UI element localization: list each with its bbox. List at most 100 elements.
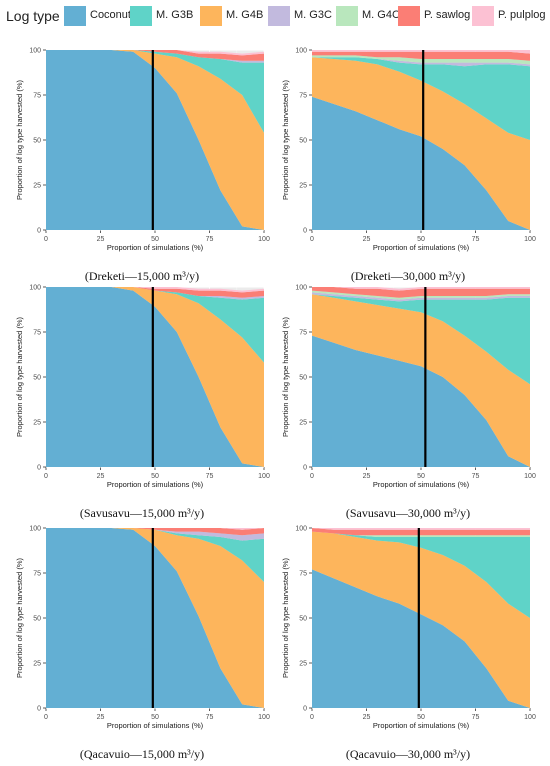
x-tick-label: 50	[417, 236, 425, 243]
x-axis-title: Proportion of simulations (%)	[107, 721, 204, 730]
x-tick-label: 25	[363, 473, 371, 480]
area-coconut	[312, 569, 530, 708]
y-tick-label: 100	[29, 285, 41, 292]
y-tick-label: 50	[33, 616, 41, 623]
y-tick-label: 25	[33, 183, 41, 190]
x-tick-label: 25	[363, 714, 371, 721]
panel-caption: (Dreketi—15,000 m³/y)	[84, 269, 200, 283]
y-tick-label: 0	[37, 228, 41, 235]
x-axis-title: Proportion of simulations (%)	[373, 480, 470, 489]
y-tick-label: 25	[33, 661, 41, 668]
area-p-pulplog	[46, 287, 264, 293]
y-tick-label: 75	[33, 93, 41, 100]
area-m-g4b	[312, 531, 530, 708]
y-tick-label: 75	[299, 93, 307, 100]
panel-caption: (Qacavuio—15,000 m³/y)	[79, 747, 205, 761]
y-axis-title: Proportion of log type harvested (%)	[15, 557, 24, 678]
x-tick-label: 0	[44, 714, 48, 721]
x-axis-title: Proportion of simulations (%)	[373, 721, 470, 730]
x-tick-label: 75	[206, 236, 214, 243]
y-tick-label: 0	[37, 706, 41, 713]
y-tick-label: 25	[33, 420, 41, 427]
y-axis-title: Proportion of log type harvested (%)	[15, 79, 24, 200]
panel-caption: (Qacavuio—30,000 m³/y)	[345, 747, 471, 761]
chart-panel-dreketi-30000: 0 25 50 75 100 0 25 50 75 100 Proportion of simula…	[278, 44, 538, 284]
y-tick-label: 100	[295, 48, 307, 55]
y-tick-label: 0	[303, 706, 307, 713]
chart-svg: 0 25 50 75 100 0 25 50 75 100 Proportion of simula…	[281, 48, 536, 253]
legend-key	[130, 6, 152, 26]
area-m-g4b	[312, 57, 530, 231]
y-tick-label: 100	[29, 48, 41, 55]
area-m-g4c	[312, 531, 530, 537]
legend-key	[64, 6, 86, 26]
area-m-g4b	[46, 287, 264, 467]
y-tick-label: 100	[29, 526, 41, 533]
y-tick-label: 50	[299, 375, 307, 382]
y-tick-label: 50	[299, 616, 307, 623]
area-m-g3b	[312, 531, 530, 618]
y-tick-label: 75	[299, 571, 307, 578]
x-tick-label: 25	[97, 473, 105, 480]
x-axis-title: Proportion of simulations (%)	[373, 243, 470, 252]
x-axis-title: Proportion of simulations (%)	[107, 243, 204, 252]
area-m-g4b	[46, 528, 264, 708]
y-tick-label: 0	[303, 228, 307, 235]
x-tick-label: 50	[151, 714, 159, 721]
y-axis-title: Proportion of log type harvested (%)	[281, 557, 290, 678]
area-p-pulplog	[312, 50, 530, 54]
y-tick-label: 0	[303, 465, 307, 472]
y-tick-label: 25	[299, 420, 307, 427]
area-m-g3b	[312, 294, 530, 385]
legend-label: P. sawlog	[424, 9, 471, 21]
area-m-g3b	[46, 50, 264, 133]
y-tick-label: 75	[299, 330, 307, 337]
legend-label: M. G3B	[156, 9, 194, 21]
y-tick-label: 75	[33, 571, 41, 578]
area-p-pulplog	[46, 528, 264, 530]
x-tick-label: 25	[97, 236, 105, 243]
x-tick-label: 25	[97, 714, 105, 721]
area-m-g4c	[312, 290, 530, 300]
area-m-g3c	[312, 292, 530, 302]
x-tick-label: 50	[417, 714, 425, 721]
legend-key	[200, 6, 222, 26]
y-tick-label: 25	[299, 183, 307, 190]
legend-title: Log type	[6, 8, 60, 24]
area-m-g4b	[46, 50, 264, 230]
x-tick-label: 75	[472, 236, 480, 243]
x-tick-label: 100	[258, 473, 270, 480]
panel-caption: (Savusavu—15,000 m³/y)	[79, 506, 205, 520]
legend-label: P. pulplog	[498, 9, 546, 21]
y-tick-label: 0	[37, 465, 41, 472]
x-tick-label: 0	[310, 473, 314, 480]
area-p-sawlog	[46, 287, 264, 298]
y-tick-label: 50	[33, 375, 41, 382]
area-m-g3c	[312, 57, 530, 67]
chart-svg: 0 25 50 75 100 0 25 50 75 100 Proportion of simula…	[15, 48, 270, 253]
area-p-pulplog	[312, 287, 530, 291]
area-m-g3c	[46, 50, 264, 63]
area-coconut	[46, 287, 264, 467]
x-tick-label: 75	[206, 714, 214, 721]
chart-panel-savusavu-30000: 0 25 50 75 100 0 25 50 75 100 Proportion of simula…	[278, 281, 538, 521]
x-tick-label: 75	[472, 473, 480, 480]
chart-svg: 0 25 50 75 100 0 25 50 75 100 Proportion of simula…	[15, 526, 270, 731]
x-tick-label: 0	[44, 236, 48, 243]
x-tick-label: 75	[472, 714, 480, 721]
chart-svg: 0 25 50 75 100 0 25 50 75 100 Proportion of simula…	[281, 526, 536, 731]
chart-panel-savusavu-15000: 0 25 50 75 100 0 25 50 75 100 Proportion of simula…	[12, 281, 272, 521]
legend-key	[336, 6, 358, 26]
x-axis-title: Proportion of simulations (%)	[107, 480, 204, 489]
area-coconut	[46, 528, 264, 708]
legend: Log type Coconut M. G3B M. G4B M. G3C M.…	[0, 0, 550, 40]
legend-key	[268, 6, 290, 26]
y-tick-label: 50	[299, 138, 307, 145]
legend-key	[398, 6, 420, 26]
x-tick-label: 50	[151, 473, 159, 480]
y-tick-label: 25	[299, 661, 307, 668]
area-p-sawlog	[312, 51, 530, 61]
chart-panel-dreketi-15000: 0 25 50 75 100 0 25 50 75 100 Proportion of simula…	[12, 44, 272, 284]
area-p-sawlog	[46, 50, 264, 61]
area-coconut	[312, 96, 530, 230]
